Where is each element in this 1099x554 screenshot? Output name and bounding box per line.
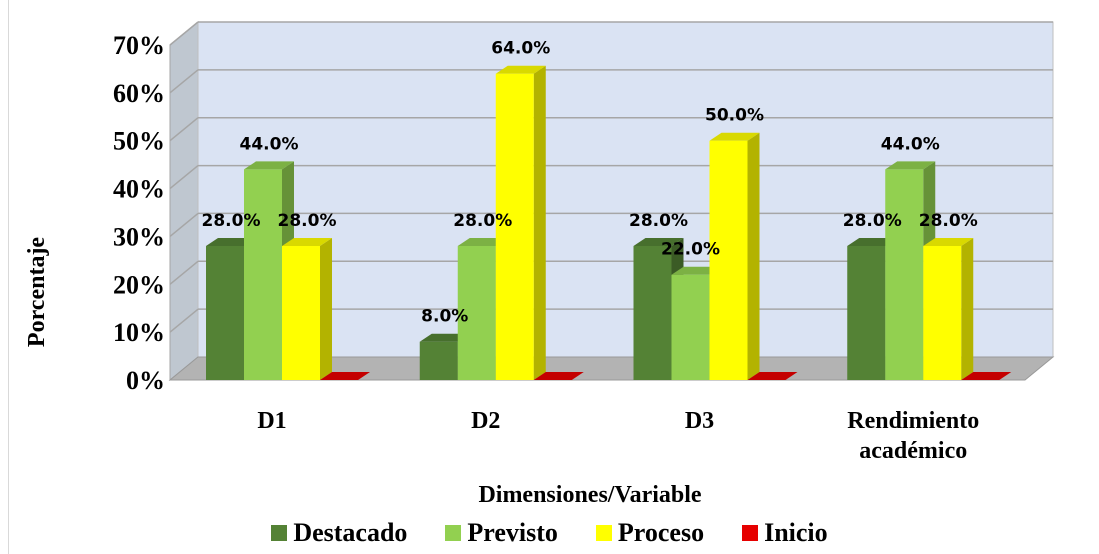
- legend-swatch: [595, 525, 612, 541]
- y-tick-label: 0%: [126, 366, 165, 395]
- data-label: 28.0%: [629, 211, 688, 231]
- bar-proceso-1: [282, 238, 332, 380]
- bar-inicio-1: [320, 372, 370, 380]
- gridline-side: [169, 69, 199, 94]
- legend-label: Proceso: [617, 518, 705, 547]
- chart-legend: Destacado Previsto Proceso Inicio: [0, 518, 1099, 548]
- y-tick-label: 70%: [113, 31, 165, 60]
- legend-item-destacado: Destacado: [271, 518, 407, 548]
- gridline-side: [169, 212, 199, 238]
- side-wall: [169, 20, 199, 382]
- data-label: 8.0%: [421, 307, 468, 327]
- bar-inicio-3: [747, 372, 798, 380]
- x-category-label: D1: [257, 408, 286, 434]
- legend-item-previsto: Previsto: [445, 518, 558, 548]
- legend-swatch: [445, 525, 462, 541]
- data-label: 28.0%: [919, 211, 978, 231]
- gridline-side: [169, 164, 199, 190]
- legend-label: Destacado: [293, 518, 408, 547]
- x-axis-title: Dimensiones/Variable: [478, 482, 701, 508]
- data-label: 44.0%: [240, 134, 299, 154]
- data-label: 22.0%: [661, 240, 720, 260]
- legend-item-proceso: Proceso: [595, 518, 705, 548]
- bar-proceso-3: [709, 132, 760, 380]
- legend-label: Previsto: [467, 518, 558, 547]
- data-label: 50.0%: [705, 106, 764, 126]
- bar-proceso-2: [495, 65, 546, 380]
- gridline-side: [169, 260, 199, 285]
- x-category-label: D3: [685, 408, 714, 434]
- legend-swatch: [742, 525, 759, 541]
- data-label: 28.0%: [202, 211, 261, 231]
- y-tick-label: 60%: [113, 79, 165, 108]
- data-label: 28.0%: [278, 211, 337, 231]
- y-axis-title: Porcentaje: [24, 237, 50, 348]
- data-label: 64.0%: [491, 39, 550, 59]
- bar-inicio-4: [961, 372, 1012, 380]
- chart-plot-area: 0% 10% 20% 30% 40% 50% 60% 70% 28.0% 8.0% 28.0% 28…: [24, 20, 1055, 508]
- bar-proceso-4: [923, 238, 974, 380]
- y-tick-label: 10%: [113, 318, 165, 347]
- data-label: 44.0%: [881, 134, 940, 154]
- data-label: 28.0%: [453, 211, 512, 231]
- legend-swatch: [271, 525, 288, 541]
- legend-label: Inicio: [764, 518, 828, 547]
- legend-item-inicio: Inicio: [742, 518, 828, 548]
- gridline-side: [169, 117, 199, 142]
- gridline-side: [169, 21, 199, 46]
- y-tick-label: 50%: [113, 127, 165, 156]
- left-border-line: [8, 0, 9, 554]
- x-category-label: Rendimiento académico: [847, 408, 979, 464]
- data-label: 28.0%: [843, 211, 902, 231]
- y-tick-label: 20%: [113, 270, 165, 299]
- y-tick-label: 30%: [113, 222, 165, 251]
- y-tick-label: 40%: [113, 175, 165, 204]
- x-category-label: D2: [471, 408, 500, 434]
- gridline-side: [169, 308, 199, 333]
- bar-inicio-2: [533, 372, 584, 380]
